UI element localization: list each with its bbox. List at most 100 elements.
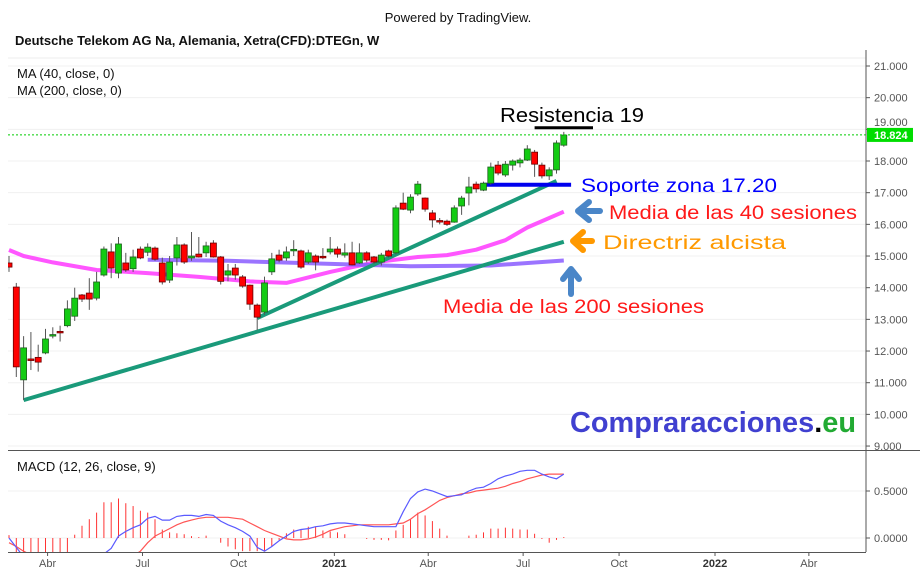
candle-up[interactable] bbox=[480, 182, 487, 191]
candle-up[interactable] bbox=[268, 258, 276, 273]
candle-down[interactable] bbox=[246, 284, 254, 305]
candle-up[interactable] bbox=[93, 281, 100, 299]
candle-down[interactable] bbox=[363, 252, 371, 261]
candle-up[interactable] bbox=[115, 243, 122, 274]
candle-up[interactable] bbox=[188, 255, 195, 259]
watermark-dot: . bbox=[814, 407, 822, 439]
candle-up[interactable] bbox=[377, 254, 385, 263]
candle-up[interactable] bbox=[501, 163, 509, 176]
last-price-value: 18.824 bbox=[874, 130, 909, 142]
candle-up[interactable] bbox=[560, 134, 568, 146]
legend-ma40[interactable]: MA (40, close, 0) bbox=[17, 66, 115, 81]
candle-down[interactable] bbox=[531, 151, 538, 165]
y-tick-label: 12.000 bbox=[874, 346, 908, 358]
candle-down[interactable] bbox=[334, 248, 341, 255]
candle-up[interactable] bbox=[414, 183, 422, 195]
candle-down[interactable] bbox=[370, 256, 378, 263]
annotation-ma200: Media de las 200 sesiones bbox=[443, 297, 704, 318]
candle-up[interactable] bbox=[326, 248, 334, 253]
candle-down[interactable] bbox=[275, 254, 283, 261]
candle-down[interactable] bbox=[538, 164, 546, 177]
candle-down[interactable] bbox=[319, 255, 327, 259]
candle-down[interactable] bbox=[107, 251, 115, 269]
candle-up[interactable] bbox=[144, 246, 152, 253]
candle-up[interactable] bbox=[129, 256, 137, 270]
candle-down[interactable] bbox=[12, 286, 20, 368]
watermark-tld: eu bbox=[822, 407, 856, 439]
candle-down[interactable] bbox=[253, 304, 261, 318]
candle-down[interactable] bbox=[6, 262, 13, 268]
candle-up[interactable] bbox=[553, 142, 560, 171]
candle-up[interactable] bbox=[100, 248, 108, 276]
annotation-resistance: Resistencia 19 bbox=[500, 105, 644, 127]
legend-macd[interactable]: MACD (12, 26, close, 9) bbox=[17, 459, 156, 474]
candle-up[interactable] bbox=[173, 244, 181, 259]
candle-down[interactable] bbox=[180, 244, 188, 263]
candle-up[interactable] bbox=[42, 338, 49, 354]
candle-up[interactable] bbox=[458, 197, 466, 207]
candle-up[interactable] bbox=[282, 251, 290, 259]
candle-down[interactable] bbox=[312, 255, 320, 263]
candle-up[interactable] bbox=[166, 261, 174, 281]
trendline-short[interactable] bbox=[256, 179, 558, 320]
candle-down[interactable] bbox=[195, 253, 203, 258]
candle-up[interactable] bbox=[407, 196, 414, 211]
candle-down[interactable] bbox=[436, 220, 444, 223]
candle-up[interactable] bbox=[261, 282, 268, 313]
candle-down[interactable] bbox=[443, 220, 451, 225]
y-tick-label: 9.000 bbox=[874, 441, 902, 453]
x-tick-label: 2022 bbox=[703, 558, 727, 570]
candle-down[interactable] bbox=[421, 197, 429, 210]
candle-down[interactable] bbox=[209, 242, 217, 258]
candle-up[interactable] bbox=[341, 252, 349, 256]
candle-up[interactable] bbox=[465, 186, 473, 194]
candle-up[interactable] bbox=[487, 166, 495, 184]
candle-up[interactable] bbox=[290, 248, 298, 252]
candle-down[interactable] bbox=[472, 183, 480, 190]
candle-down[interactable] bbox=[85, 292, 93, 300]
candle-down[interactable] bbox=[217, 256, 225, 282]
candle-down[interactable] bbox=[348, 252, 356, 266]
candle-up[interactable] bbox=[304, 252, 312, 263]
candle-down[interactable] bbox=[158, 262, 166, 283]
y-tick-label: 16.000 bbox=[874, 219, 908, 231]
macd-panel bbox=[8, 469, 565, 552]
candle-up[interactable] bbox=[224, 270, 232, 276]
y-tick-label: 19.000 bbox=[874, 117, 908, 129]
macd-axis: 0.0000 0.5000 bbox=[866, 486, 908, 545]
candle-down[interactable] bbox=[239, 276, 247, 287]
candle-up[interactable] bbox=[64, 308, 71, 327]
candle-down[interactable] bbox=[428, 212, 436, 221]
candle-down[interactable] bbox=[297, 250, 305, 268]
candle-down[interactable] bbox=[34, 356, 42, 363]
candle-up[interactable] bbox=[545, 169, 553, 177]
last-price-badge bbox=[867, 127, 913, 142]
price-panel bbox=[6, 126, 593, 403]
candle-down[interactable] bbox=[136, 248, 144, 259]
candle-up[interactable] bbox=[516, 159, 524, 164]
candle-down[interactable] bbox=[27, 358, 35, 361]
candle-up[interactable] bbox=[355, 252, 363, 264]
candle-down[interactable] bbox=[385, 250, 393, 257]
candle-down[interactable] bbox=[122, 262, 130, 271]
candle-down[interactable] bbox=[56, 330, 64, 334]
drawing-lines bbox=[23, 126, 593, 403]
candle-down[interactable] bbox=[78, 294, 86, 300]
candle-down[interactable] bbox=[151, 247, 159, 260]
candle-down[interactable] bbox=[231, 267, 239, 276]
candle-up[interactable] bbox=[523, 148, 531, 161]
candle-up[interactable] bbox=[202, 245, 210, 254]
trendline-long[interactable] bbox=[23, 239, 565, 403]
candle-up[interactable] bbox=[392, 207, 400, 254]
candle-up[interactable] bbox=[71, 297, 79, 317]
candle-down[interactable] bbox=[494, 164, 502, 174]
candle-up[interactable] bbox=[509, 160, 517, 166]
candle-up[interactable] bbox=[49, 334, 57, 337]
x-tick-label: Oct bbox=[230, 558, 247, 570]
candle-down[interactable] bbox=[399, 202, 407, 210]
x-tick-label: Abr bbox=[39, 558, 56, 570]
candle-up[interactable] bbox=[450, 207, 458, 223]
legend-ma200[interactable]: MA (200, close, 0) bbox=[17, 83, 122, 98]
candle-up[interactable] bbox=[20, 347, 28, 381]
